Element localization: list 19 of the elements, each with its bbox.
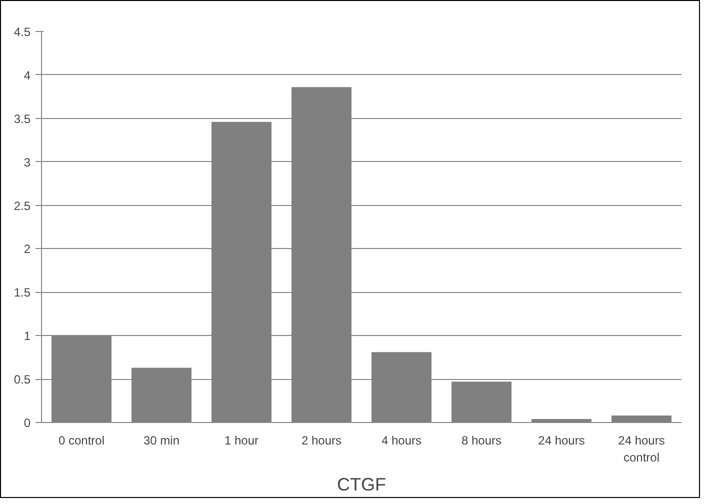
- x-tick-label: 24 hours control: [618, 434, 665, 464]
- x-tick-label: 8 hours: [461, 434, 502, 448]
- y-tick-label: 1.5: [14, 286, 31, 300]
- y-tick-label: 0.5: [14, 372, 31, 387]
- x-tick-label: 2 hours: [301, 434, 342, 448]
- y-tick-label: 0: [24, 416, 31, 430]
- y-tick-label: 4.5: [14, 25, 31, 39]
- y-tick-label: 3.5: [14, 112, 31, 126]
- y-tick-label: 1: [24, 329, 31, 344]
- x-tick-label: 30 min: [143, 434, 180, 448]
- x-tick-label: 0 control: [58, 434, 105, 448]
- text: CTGF: [337, 474, 386, 494]
- x-tick-label: 1 hour: [224, 434, 259, 448]
- y-tick-label: 2: [24, 242, 31, 256]
- y-tick-label: 2.5: [14, 198, 31, 213]
- y-tick-label: 4: [24, 68, 31, 82]
- x-tick-label: 24 hours: [538, 434, 585, 448]
- x-tick-label: 4 hours: [381, 434, 422, 448]
- y-tick-label: 3: [24, 155, 31, 170]
